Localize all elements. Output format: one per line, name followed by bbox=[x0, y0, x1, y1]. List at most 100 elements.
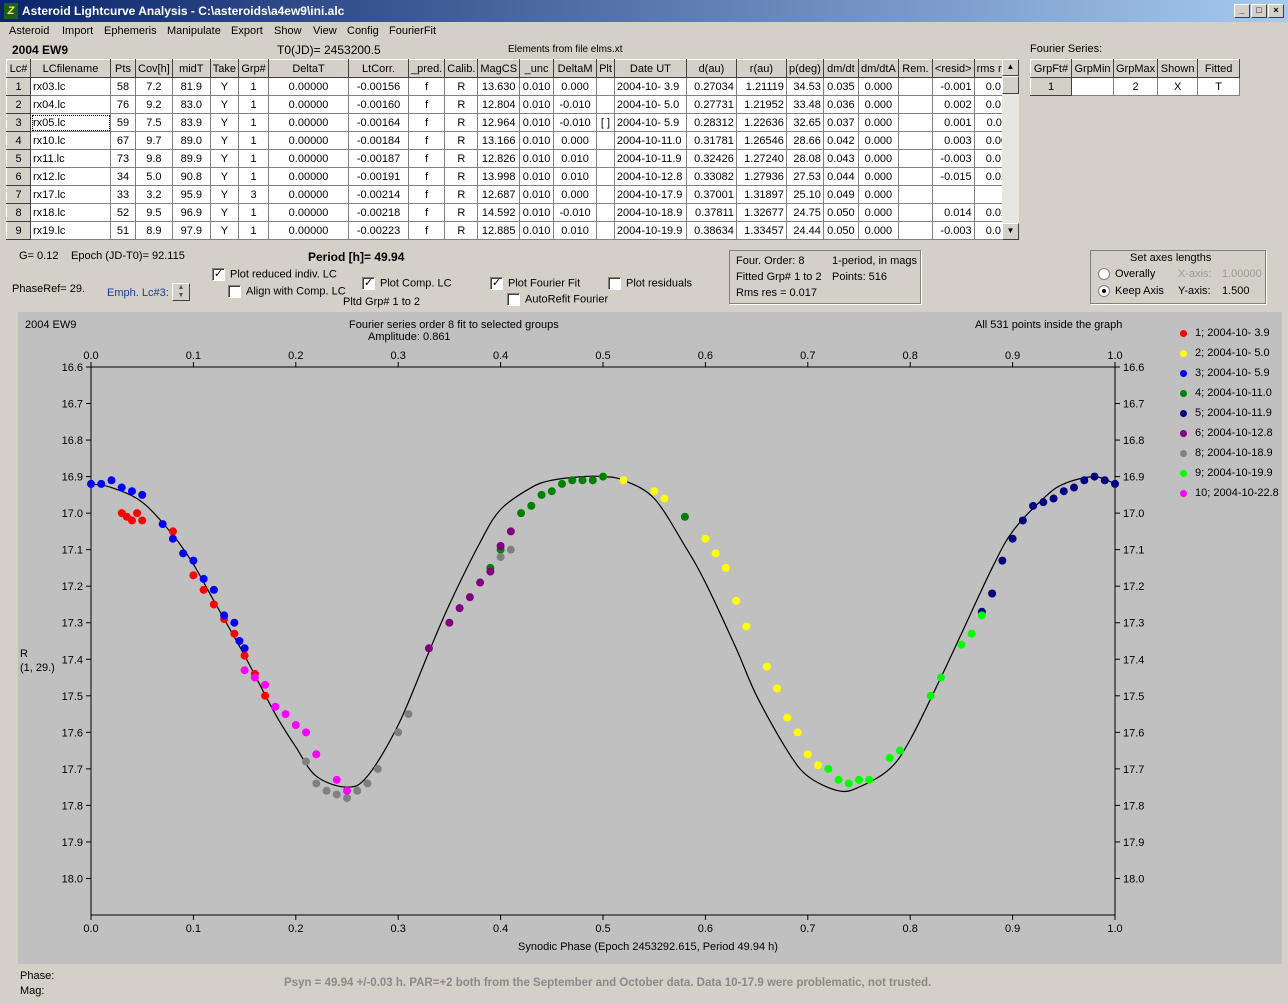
table-cell[interactable]: 9.5 bbox=[135, 203, 173, 222]
table-cell[interactable]: Y bbox=[210, 149, 240, 168]
table-cell[interactable] bbox=[898, 113, 933, 132]
table-cell[interactable]: rx17.lc bbox=[30, 185, 111, 204]
table-cell[interactable]: 3 bbox=[238, 185, 270, 204]
table-cell[interactable]: R bbox=[444, 113, 479, 132]
row-number[interactable]: 6 bbox=[6, 167, 31, 186]
table-cell[interactable]: 0.37001 bbox=[686, 185, 737, 204]
table-cell[interactable]: 89.0 bbox=[172, 131, 211, 150]
table-row[interactable]: 9 rx19.lc 51 8.9 97.9 Y 1 0.00000 -0.00223 f R 12.8… bbox=[6, 221, 1017, 240]
table-cell[interactable]: 13.998 bbox=[477, 167, 521, 186]
table-cell[interactable]: 0.00000 bbox=[268, 95, 350, 114]
row-number[interactable]: 1 bbox=[6, 77, 31, 96]
table-cell[interactable]: 0.010 bbox=[519, 77, 555, 96]
table-cell[interactable]: 0.37811 bbox=[686, 203, 737, 222]
column-header[interactable]: MagCS bbox=[477, 59, 521, 78]
table-cell[interactable]: Y bbox=[210, 203, 240, 222]
menu-export[interactable]: Export bbox=[231, 25, 263, 37]
row-number[interactable]: 9 bbox=[6, 221, 31, 240]
table-cell[interactable]: 1.21952 bbox=[736, 95, 787, 114]
table-cell[interactable]: f bbox=[408, 185, 446, 204]
table-cell[interactable]: 76 bbox=[110, 95, 136, 114]
table-cell[interactable] bbox=[596, 221, 615, 240]
menu-manipulate[interactable]: Manipulate bbox=[167, 25, 221, 37]
table-cell[interactable]: R bbox=[444, 131, 479, 150]
table-cell[interactable]: 97.9 bbox=[172, 221, 211, 240]
table-cell[interactable]: 0.000 bbox=[858, 167, 899, 186]
table-cell[interactable]: 58 bbox=[110, 77, 136, 96]
table-cell[interactable]: 32.65 bbox=[786, 113, 824, 132]
column-header[interactable]: Take bbox=[209, 59, 240, 78]
table-cell[interactable]: 0.000 bbox=[858, 203, 899, 222]
table-cell[interactable] bbox=[596, 167, 615, 186]
table-cell[interactable]: rx12.lc bbox=[30, 167, 111, 186]
table-cell[interactable]: 0.010 bbox=[519, 221, 555, 240]
table-cell[interactable]: 90.8 bbox=[172, 167, 211, 186]
table-cell[interactable]: 83.0 bbox=[172, 95, 211, 114]
fourier-cell[interactable]: X bbox=[1157, 77, 1199, 96]
table-row[interactable]: 1 rx03.lc 58 7.2 81.9 Y 1 0.00000 -0.00156 f R 13.6… bbox=[6, 77, 1017, 96]
menu-ephemeris[interactable]: Ephemeris bbox=[104, 25, 157, 37]
table-cell[interactable]: rx19.lc bbox=[30, 221, 111, 240]
table-cell[interactable]: 51 bbox=[110, 221, 136, 240]
table-cell[interactable]: 0.001 bbox=[932, 113, 975, 132]
fourier-cell[interactable]: T bbox=[1197, 77, 1241, 96]
column-header[interactable]: midT bbox=[171, 59, 211, 78]
table-cell[interactable]: 1.27936 bbox=[736, 167, 787, 186]
table-cell[interactable]: -0.00223 bbox=[348, 221, 410, 240]
table-cell[interactable]: 25.10 bbox=[786, 185, 824, 204]
table-cell[interactable]: 0.010 bbox=[519, 131, 555, 150]
scroll-thumb[interactable] bbox=[1002, 76, 1019, 94]
table-cell[interactable]: 0.000 bbox=[858, 221, 899, 240]
table-cell[interactable]: Y bbox=[210, 131, 240, 150]
table-cell[interactable]: 27.53 bbox=[786, 167, 824, 186]
table-cell[interactable]: 1 bbox=[238, 113, 270, 132]
table-cell[interactable]: 28.66 bbox=[786, 131, 824, 150]
table-cell[interactable]: -0.00156 bbox=[348, 77, 410, 96]
table-cell[interactable]: 0.010 bbox=[553, 167, 598, 186]
table-cell[interactable]: 1.27240 bbox=[736, 149, 787, 168]
table-cell[interactable]: rx10.lc bbox=[30, 131, 111, 150]
table-cell[interactable] bbox=[898, 149, 933, 168]
table-cell[interactable]: 0.00000 bbox=[268, 185, 350, 204]
table-cell[interactable]: 0.000 bbox=[858, 185, 899, 204]
table-cell[interactable]: 1 bbox=[238, 203, 270, 222]
column-header[interactable]: Rem. bbox=[897, 59, 933, 78]
table-cell[interactable]: 0.000 bbox=[858, 113, 899, 132]
table-cell[interactable]: -0.00191 bbox=[348, 167, 410, 186]
table-cell[interactable]: 0.000 bbox=[858, 149, 899, 168]
table-row[interactable]: 6 rx12.lc 34 5.0 90.8 Y 1 0.00000 -0.00191 f R 13.9… bbox=[6, 167, 1017, 186]
table-cell[interactable]: 0.035 bbox=[823, 77, 859, 96]
table-cell[interactable]: R bbox=[444, 185, 479, 204]
table-cell[interactable]: 12.826 bbox=[477, 149, 521, 168]
column-header[interactable]: _unc bbox=[519, 59, 555, 78]
table-cell[interactable]: 0.32426 bbox=[686, 149, 737, 168]
table-cell[interactable] bbox=[596, 149, 615, 168]
table-cell[interactable]: 8.9 bbox=[135, 221, 173, 240]
table-cell[interactable]: 0.00000 bbox=[268, 221, 350, 240]
table-cell[interactable]: -0.00187 bbox=[348, 149, 410, 168]
table-cell[interactable]: 1.31897 bbox=[736, 185, 787, 204]
table-cell[interactable]: 1 bbox=[238, 95, 270, 114]
table-cell[interactable]: 0.042 bbox=[823, 131, 859, 150]
table-cell[interactable] bbox=[898, 77, 933, 96]
table-cell[interactable]: 1.22636 bbox=[736, 113, 787, 132]
emph-spinner[interactable]: ▲ ▼ bbox=[172, 283, 190, 301]
column-header[interactable]: Lc# bbox=[6, 59, 31, 78]
table-cell[interactable]: 14.592 bbox=[477, 203, 521, 222]
row-number[interactable]: 2 bbox=[6, 95, 31, 114]
table-cell[interactable]: 7.5 bbox=[135, 113, 173, 132]
table-cell[interactable]: 0.000 bbox=[553, 185, 598, 204]
column-header[interactable]: _pred. bbox=[408, 59, 446, 78]
table-cell[interactable]: 0.33082 bbox=[686, 167, 737, 186]
table-cell[interactable]: 0.044 bbox=[823, 167, 859, 186]
table-cell[interactable]: 0.010 bbox=[519, 185, 555, 204]
table-cell[interactable]: -0.00160 bbox=[348, 95, 410, 114]
table-cell[interactable]: f bbox=[408, 95, 446, 114]
table-cell[interactable] bbox=[932, 185, 975, 204]
align-checkbox[interactable]: Align with Comp. LC bbox=[228, 285, 346, 298]
plot-reduced-checkbox[interactable]: ✓ Plot reduced indiv. LC bbox=[212, 268, 337, 281]
table-cell[interactable]: Y bbox=[210, 167, 240, 186]
table-cell[interactable]: f bbox=[408, 113, 446, 132]
overally-radio[interactable]: Overally bbox=[1098, 268, 1155, 281]
table-cell[interactable]: f bbox=[408, 149, 446, 168]
